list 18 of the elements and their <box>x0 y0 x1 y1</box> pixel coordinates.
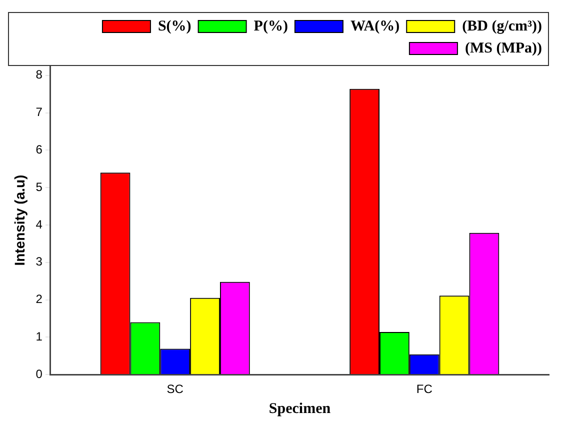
x-axis-title: Specimen <box>268 400 332 417</box>
x-tick-label: SC <box>166 382 184 396</box>
legend-label: P(%) <box>254 18 288 34</box>
y-tick-label: 8 <box>36 68 43 82</box>
y-tick-label: 6 <box>36 142 43 156</box>
y-tick-label: 4 <box>36 217 43 232</box>
legend-label: S(%) <box>158 18 192 34</box>
legend-label: (BD (g/cm³)) <box>462 18 542 34</box>
y-tick-label: 1 <box>36 330 43 344</box>
legend-label: WA(%) <box>350 18 400 34</box>
legend-label: (MS (MPa)) <box>464 40 542 56</box>
y-tick-label: 7 <box>36 105 43 120</box>
x-tick-label: FC <box>416 382 433 396</box>
y-tick-label: 3 <box>36 254 43 269</box>
y-tick-label: 0 <box>36 366 43 381</box>
y-tick-label: 2 <box>36 292 43 306</box>
y-axis-title: Intensity (a.u) <box>11 174 28 266</box>
y-tick-label: 5 <box>36 180 43 194</box>
